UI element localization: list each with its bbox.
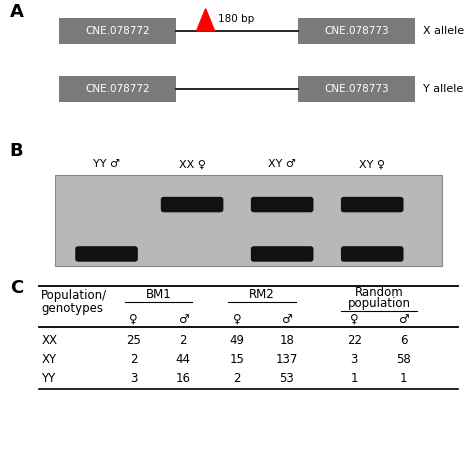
Bar <box>59 76 176 102</box>
FancyBboxPatch shape <box>75 246 138 262</box>
Text: CNE.078773: CNE.078773 <box>324 84 389 94</box>
Text: Random: Random <box>355 286 403 299</box>
Text: XY ♂: XY ♂ <box>268 159 296 169</box>
Text: 6: 6 <box>400 334 408 348</box>
Text: YY: YY <box>41 373 55 385</box>
Text: 2: 2 <box>179 334 187 348</box>
Text: Population/: Population/ <box>41 289 108 302</box>
Text: 137: 137 <box>275 354 298 366</box>
Text: 2: 2 <box>233 373 241 385</box>
Text: Y allele: Y allele <box>423 84 464 94</box>
Text: CNE.078772: CNE.078772 <box>85 26 150 36</box>
Text: 16: 16 <box>175 373 191 385</box>
Text: B: B <box>9 142 23 160</box>
Bar <box>55 175 442 266</box>
Text: 1: 1 <box>350 373 358 385</box>
FancyBboxPatch shape <box>341 246 403 262</box>
Text: ♂: ♂ <box>178 313 188 326</box>
Text: YY ♂: YY ♂ <box>93 159 120 169</box>
Text: 1: 1 <box>400 373 408 385</box>
Text: 180 bp: 180 bp <box>218 14 255 24</box>
Text: X allele: X allele <box>423 26 464 36</box>
FancyBboxPatch shape <box>161 197 223 212</box>
Text: 3: 3 <box>130 373 137 385</box>
Text: ♀: ♀ <box>129 313 138 326</box>
Bar <box>59 18 176 44</box>
Text: 49: 49 <box>229 334 245 348</box>
FancyBboxPatch shape <box>251 246 313 262</box>
Text: population: population <box>347 297 410 309</box>
Text: CNE.078772: CNE.078772 <box>85 84 150 94</box>
Text: 15: 15 <box>230 354 245 366</box>
Polygon shape <box>197 9 215 31</box>
Text: 44: 44 <box>175 354 191 366</box>
Text: 25: 25 <box>126 334 141 348</box>
Text: CNE.078773: CNE.078773 <box>324 26 389 36</box>
Text: XY: XY <box>41 354 56 366</box>
Text: A: A <box>9 3 24 21</box>
Text: C: C <box>9 279 23 298</box>
FancyBboxPatch shape <box>251 197 313 212</box>
Text: ♀: ♀ <box>233 313 241 326</box>
Text: ♂: ♂ <box>282 313 292 326</box>
Text: genotypes: genotypes <box>41 303 103 315</box>
Text: 22: 22 <box>346 334 362 348</box>
Text: XX ♀: XX ♀ <box>179 159 206 169</box>
Bar <box>298 18 415 44</box>
Text: 58: 58 <box>396 354 411 366</box>
Text: XY ♀: XY ♀ <box>359 159 385 169</box>
Text: BM1: BM1 <box>146 288 171 301</box>
Text: 3: 3 <box>350 354 358 366</box>
Text: RM2: RM2 <box>249 288 275 301</box>
FancyBboxPatch shape <box>341 197 403 212</box>
Text: ♀: ♀ <box>350 313 358 326</box>
Bar <box>298 76 415 102</box>
Text: 53: 53 <box>279 373 294 385</box>
Text: 2: 2 <box>130 354 137 366</box>
Text: XX: XX <box>41 334 57 348</box>
Text: ♂: ♂ <box>399 313 409 326</box>
Text: 18: 18 <box>279 334 294 348</box>
